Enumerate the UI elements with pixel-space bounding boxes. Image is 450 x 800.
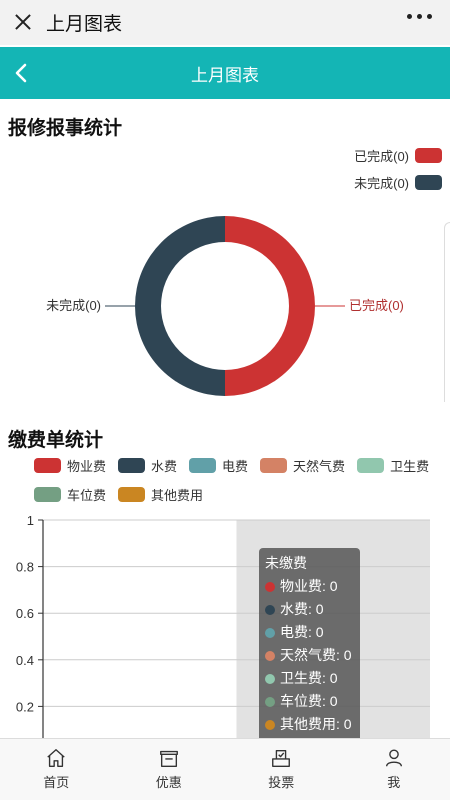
- legend-swatch: [260, 458, 288, 473]
- payment-section-title: 缴费单统计: [8, 430, 104, 451]
- legend-item-sanitation-fee[interactable]: 卫生费: [357, 456, 429, 475]
- legend-item-completed[interactable]: 已完成(0): [354, 146, 442, 165]
- tooltip-dot: [265, 650, 275, 661]
- home-icon: [47, 749, 65, 767]
- tooltip-row-label: 电费: 0: [280, 624, 324, 640]
- payment-legend: 物业费 水费 电费 天然气费 卫生费 车位费 其他费用: [34, 456, 444, 504]
- tooltip-row: 水费: 0: [265, 598, 354, 621]
- payment-bar-chart: 1 0.8 0.6 0.4 0.2: [16, 513, 430, 738]
- tooltip-dot: [265, 627, 275, 638]
- legend-label: 电费: [222, 459, 249, 474]
- legend-swatch: [34, 458, 61, 473]
- tooltip-dot: [265, 719, 275, 730]
- y-tick-label: 0.6: [16, 606, 34, 621]
- bottom-tab-bar: 首页 优惠 投票 我: [0, 738, 450, 800]
- tab-vote[interactable]: 投票: [225, 739, 338, 800]
- donut-slice-completed[interactable]: [225, 216, 315, 396]
- tooltip-dot: [265, 696, 275, 707]
- chevron-left-icon[interactable]: [10, 61, 34, 85]
- close-icon[interactable]: [0, 0, 44, 45]
- y-tick-label: 0.8: [16, 560, 34, 575]
- tooltip-row: 其他费用: 0: [265, 713, 354, 736]
- tooltip-dot: [265, 581, 275, 592]
- callout-label-pending: 未完成(0): [46, 298, 101, 313]
- legend-swatch: [189, 458, 217, 473]
- app-header: 上月图表: [0, 47, 450, 99]
- legend-label: 物业费: [67, 459, 107, 474]
- tooltip-row-label: 车位费: 0: [280, 693, 338, 709]
- legend-label: 未完成(0): [354, 176, 409, 191]
- legend-label: 水费: [151, 459, 178, 474]
- tab-me[interactable]: 我: [338, 739, 450, 800]
- tooltip-row: 天然气费: 0: [265, 644, 354, 667]
- tooltip-dot: [265, 604, 275, 615]
- legend-swatch: [357, 458, 385, 473]
- wechat-title-bar: 上月图表: [0, 0, 450, 45]
- tab-label: 首页: [43, 775, 70, 790]
- tooltip-row-label: 其他费用: 0: [280, 716, 352, 732]
- donut-slice-pending[interactable]: [135, 216, 225, 396]
- tooltip-title: 未缴费: [265, 555, 307, 571]
- repair-donut-chart: 未完成(0) 已完成(0): [46, 216, 404, 396]
- scroll-indicator: [444, 222, 450, 402]
- legend-item-electric-fee[interactable]: 电费: [189, 456, 248, 475]
- legend-item-parking-fee[interactable]: 车位费: [34, 485, 106, 504]
- legend-swatch: [118, 458, 146, 473]
- y-tick-label: 0.2: [16, 699, 34, 714]
- tooltip-row: 物业费: 0: [265, 575, 354, 598]
- legend-swatch: [415, 175, 442, 190]
- y-tick-label: 0.4: [16, 653, 34, 668]
- legend-label: 天然气费: [293, 459, 346, 474]
- tooltip-row: 车位费: 0: [265, 690, 354, 713]
- tooltip-row-label: 天然气费: 0: [280, 647, 352, 663]
- more-icon[interactable]: [407, 14, 432, 19]
- chart-tooltip: 未缴费 物业费: 0 水费: 0 电费: 0 天然气费: 0 卫生费: 0 车位…: [259, 548, 360, 742]
- tab-label: 优惠: [155, 775, 182, 790]
- legend-item-other-fee[interactable]: 其他费用: [118, 485, 203, 504]
- tab-label: 我: [387, 775, 401, 790]
- tooltip-row-label: 水费: 0: [280, 601, 324, 617]
- y-tick-label: 1: [27, 513, 34, 528]
- legend-swatch: [118, 487, 146, 502]
- repair-section-title: 报修报事统计: [8, 118, 123, 139]
- legend-label: 其他费用: [151, 488, 204, 503]
- tab-home[interactable]: 首页: [0, 739, 113, 800]
- page-title: 上月图表: [191, 65, 259, 85]
- legend-swatch: [34, 487, 61, 502]
- legend-swatch: [415, 148, 442, 163]
- legend-label: 卫生费: [390, 459, 430, 474]
- tooltip-dot: [265, 673, 275, 684]
- legend-item-water-fee[interactable]: 水费: [118, 456, 177, 475]
- wechat-title: 上月图表: [46, 14, 123, 35]
- legend-item-property-fee[interactable]: 物业费: [34, 456, 106, 475]
- callout-label-completed: 已完成(0): [349, 298, 404, 313]
- legend-item-pending[interactable]: 未完成(0): [354, 173, 442, 192]
- tab-label: 投票: [268, 775, 295, 790]
- tooltip-row-label: 卫生费: 0: [280, 670, 338, 686]
- tooltip-row: 电费: 0: [265, 621, 354, 644]
- legend-label: 已完成(0): [354, 149, 409, 164]
- tooltip-row-label: 物业费: 0: [280, 578, 338, 594]
- tab-discount[interactable]: 优惠: [113, 739, 226, 800]
- user-icon: [385, 749, 402, 767]
- legend-label: 车位费: [67, 488, 107, 503]
- coupon-icon: [159, 750, 178, 767]
- tooltip-row: 卫生费: 0: [265, 667, 354, 690]
- ballot-icon: [272, 749, 291, 767]
- legend-item-gas-fee[interactable]: 天然气费: [260, 456, 345, 475]
